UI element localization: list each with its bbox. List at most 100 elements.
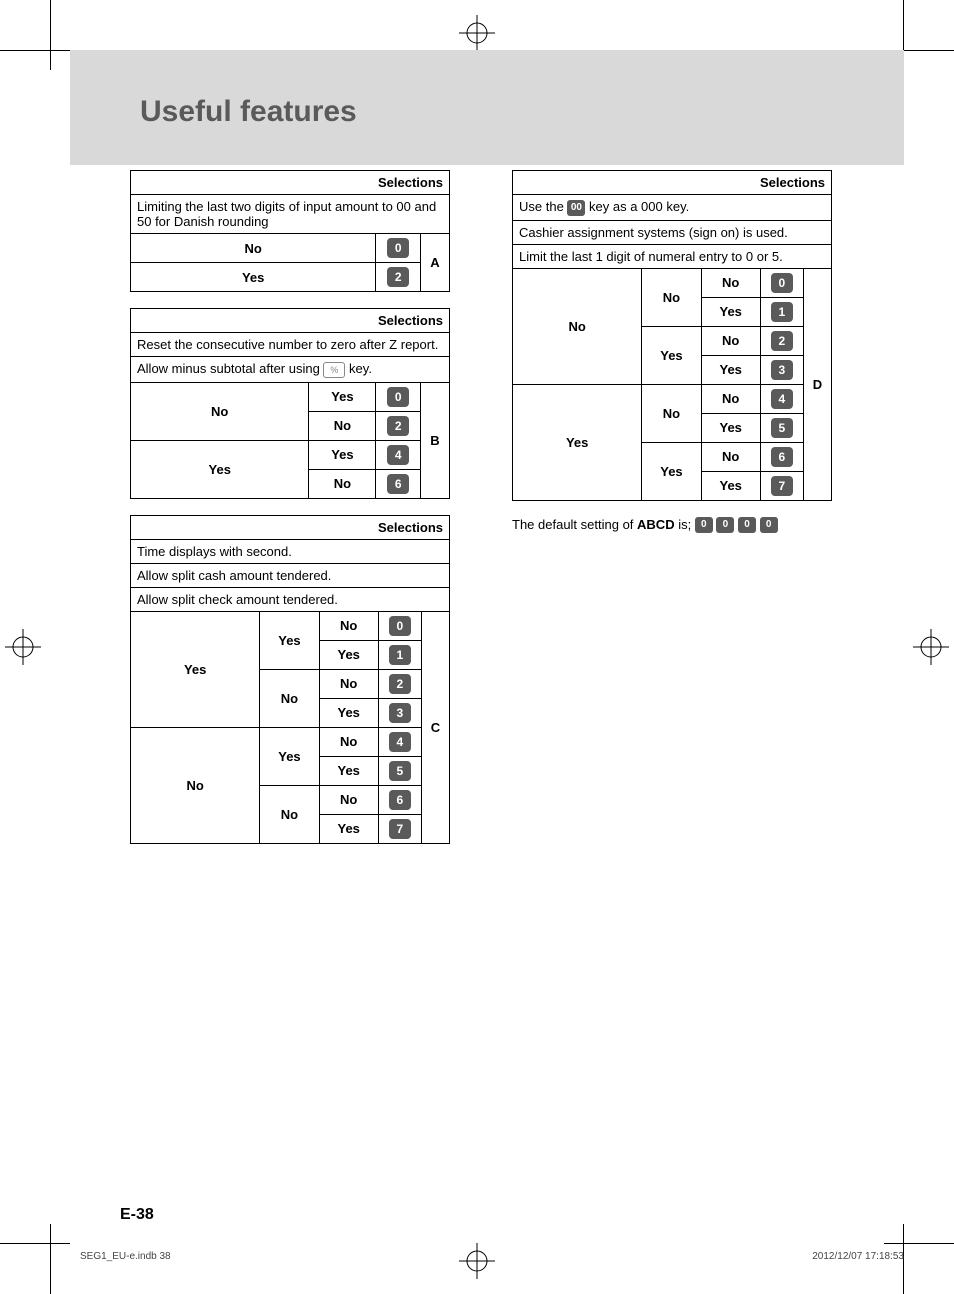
text: key as a 000 key. — [585, 199, 689, 214]
answer-cell: Yes — [319, 814, 378, 843]
question-text: Limiting the last two digits of input am… — [131, 195, 450, 234]
key-cell: 2 — [760, 326, 803, 355]
key-icon: % — [323, 362, 345, 378]
question-text: Limit the last 1 digit of numeral entry … — [513, 244, 832, 268]
key-cell: 1 — [760, 297, 803, 326]
keycap-icon: 3 — [771, 360, 793, 380]
answer-cell: No — [319, 727, 378, 756]
table-c: Selections Time displays with second. Al… — [130, 515, 450, 844]
question-text: Cashier assignment systems (sign on) is … — [513, 220, 832, 244]
key-cell: 4 — [376, 440, 421, 469]
answer-cell: No — [131, 727, 260, 843]
answer-cell: Yes — [131, 263, 376, 292]
question-text: Allow split cash amount tendered. — [131, 563, 450, 587]
answer-cell: Yes — [260, 611, 319, 669]
key-cell: 0 — [760, 268, 803, 297]
selections-header: Selections — [131, 309, 450, 333]
letter-cell: D — [803, 268, 831, 500]
selections-header: Selections — [513, 171, 832, 195]
answer-cell: No — [513, 268, 642, 384]
question-text: Allow split check amount tendered. — [131, 587, 450, 611]
crop-mark — [0, 50, 70, 51]
keycap-icon: 0 — [738, 517, 756, 533]
keycap-icon: 7 — [389, 819, 411, 839]
answer-cell: Yes — [131, 440, 309, 498]
letter-cell: B — [420, 382, 449, 498]
registration-mark-icon — [913, 629, 949, 665]
key-cell: 3 — [760, 355, 803, 384]
keycap-icon: 4 — [389, 732, 411, 752]
answer-cell: Yes — [701, 413, 760, 442]
answer-cell: No — [701, 268, 760, 297]
keycap-icon: 3 — [389, 703, 411, 723]
keycap-icon: 0 — [387, 387, 409, 407]
key-cell: 7 — [378, 814, 421, 843]
footer-file: SEG1_EU-e.indb 38 — [80, 1251, 171, 1262]
keycap-icon: 0 — [387, 238, 409, 258]
keycap-icon: 0 — [760, 517, 778, 533]
key-cell: 5 — [760, 413, 803, 442]
answer-cell: Yes — [701, 355, 760, 384]
answer-cell: No — [131, 234, 376, 263]
crop-mark — [50, 1224, 51, 1294]
keycap-icon: 6 — [387, 474, 409, 494]
key-cell: 7 — [760, 471, 803, 500]
answer-cell: No — [701, 326, 760, 355]
answer-cell: Yes — [319, 756, 378, 785]
keycap-icon: 0 — [716, 517, 734, 533]
selections-header: Selections — [131, 515, 450, 539]
answer-cell: No — [309, 469, 376, 498]
page-number: E-38 — [120, 1206, 154, 1224]
key-cell: 3 — [378, 698, 421, 727]
answer-cell: Yes — [513, 384, 642, 500]
crop-mark — [50, 0, 51, 70]
key-cell: 2 — [376, 411, 421, 440]
key-cell: 5 — [378, 756, 421, 785]
answer-cell: Yes — [131, 611, 260, 727]
answer-cell: No — [642, 384, 701, 442]
table-b: Selections Reset the consecutive number … — [130, 308, 450, 499]
letter-cell: C — [421, 611, 449, 843]
key-cell: 4 — [760, 384, 803, 413]
keycap-icon: 6 — [389, 790, 411, 810]
key-cell: 6 — [378, 785, 421, 814]
key-cell: 0 — [376, 382, 421, 411]
keycap-icon: 2 — [389, 674, 411, 694]
key-cell: 0 — [378, 611, 421, 640]
answer-cell: Yes — [319, 698, 378, 727]
registration-mark-icon — [459, 1243, 495, 1279]
key-cell: 1 — [378, 640, 421, 669]
crop-mark — [0, 1243, 70, 1244]
right-column: Selections Use the 00 key as a 000 key. … — [512, 170, 864, 860]
answer-cell: No — [319, 669, 378, 698]
keycap-icon: 2 — [387, 416, 409, 436]
keycap-icon: 2 — [387, 267, 409, 287]
answer-cell: No — [701, 442, 760, 471]
keycap-icon: 5 — [771, 418, 793, 438]
keycap-icon: 4 — [387, 445, 409, 465]
key-cell: 2 — [378, 669, 421, 698]
keycap-icon: 00 — [567, 200, 585, 216]
keycap-icon: 4 — [771, 389, 793, 409]
keycap-icon: 6 — [771, 447, 793, 467]
text: key. — [345, 361, 372, 376]
footer-timestamp: 2012/12/07 17:18:53 — [812, 1251, 904, 1262]
page-title: Useful features — [140, 95, 357, 129]
answer-cell: No — [260, 669, 319, 727]
question-text: Allow minus subtotal after using % key. — [131, 357, 450, 383]
answer-cell: Yes — [309, 382, 376, 411]
answer-cell: Yes — [642, 326, 701, 384]
table-d: Selections Use the 00 key as a 000 key. … — [512, 170, 832, 501]
answer-cell: Yes — [260, 727, 319, 785]
key-cell: 6 — [376, 469, 421, 498]
answer-cell: No — [319, 611, 378, 640]
answer-cell: No — [642, 268, 701, 326]
left-column: Selections Limiting the last two digits … — [130, 170, 482, 860]
answer-cell: Yes — [642, 442, 701, 500]
question-text: Time displays with second. — [131, 539, 450, 563]
answer-cell: No — [319, 785, 378, 814]
keycap-icon: 1 — [389, 645, 411, 665]
crop-mark — [884, 1243, 954, 1244]
key-cell: 4 — [378, 727, 421, 756]
answer-cell: Yes — [701, 471, 760, 500]
